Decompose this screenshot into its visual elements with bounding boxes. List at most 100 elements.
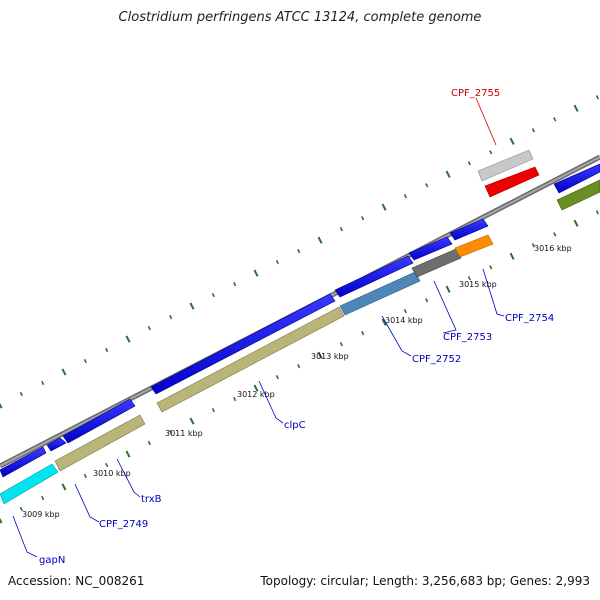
outer-features — [477, 149, 540, 198]
gene-label-cpf2755[interactable]: CPF_2755 — [451, 88, 500, 99]
tick-mark — [425, 298, 429, 303]
tick-mark — [41, 495, 45, 501]
gene-label-gapn[interactable]: gapN — [39, 555, 65, 566]
tick-mark — [361, 331, 365, 336]
tick-mark — [317, 236, 323, 244]
tick-mark — [489, 150, 493, 155]
tick-mark — [403, 309, 408, 314]
tick-mark — [553, 117, 557, 122]
kbp-label: 3015 kbp — [459, 280, 497, 289]
accession-text: Accession: NC_008261 — [8, 574, 145, 588]
gene-label-cpf2752[interactable]: CPF_2752 — [412, 354, 461, 365]
tick-mark — [233, 396, 237, 402]
leader-cpf2752 — [381, 315, 412, 357]
tick-mark — [339, 342, 344, 347]
feature-track — [0, 179, 600, 505]
feature-cpf2755-gray[interactable] — [477, 149, 534, 182]
tick-mark — [595, 95, 600, 100]
tick-mark — [19, 506, 24, 512]
tick-mark — [41, 380, 45, 386]
tick-mark — [169, 314, 173, 320]
kbp-label: 3012 kbp — [237, 390, 275, 399]
feature-trxb[interactable] — [54, 414, 146, 472]
leader-cpf2749 — [74, 483, 100, 523]
gene-label-leaders — [12, 97, 505, 558]
tick-mark — [573, 104, 579, 112]
feature-cpf2755-red[interactable] — [484, 166, 540, 198]
tick-mark — [125, 450, 131, 458]
gene-label-trxb[interactable]: trxB — [141, 494, 162, 505]
tick-mark — [61, 368, 67, 376]
tick-mark — [275, 260, 280, 265]
genome-summary-text: Topology: circular; Length: 3,256,683 bp… — [260, 574, 590, 588]
tick-mark — [467, 161, 472, 166]
forward-strand-genes — [0, 163, 600, 478]
tick-mark — [0, 517, 3, 524]
tick-marks — [0, 95, 600, 524]
tick-mark — [425, 183, 429, 188]
tick-mark — [19, 391, 24, 397]
gene-arrow[interactable] — [408, 236, 453, 261]
tick-mark — [445, 285, 451, 293]
feature-cpf2753[interactable] — [411, 248, 462, 278]
tick-mark — [253, 384, 259, 392]
tick-mark — [211, 407, 216, 413]
tick-mark — [361, 216, 365, 221]
gene-label-cpf2753[interactable]: CPF_2753 — [443, 332, 492, 343]
genome-title: Clostridium perfringens ATCC 13124, comp… — [118, 10, 482, 25]
tick-mark — [381, 203, 387, 211]
kbp-label: 3014 kbp — [385, 316, 423, 325]
tick-mark — [317, 351, 323, 359]
tick-mark — [531, 243, 536, 248]
gene-arrow[interactable] — [553, 163, 600, 194]
kbp-axis-labels: 3009 kbp 3010 kbp 3011 kbp 3012 kbp 3013… — [22, 244, 572, 519]
tick-mark — [189, 302, 195, 310]
leader-cpf2753 — [433, 280, 457, 334]
gene-arrow-clpc[interactable] — [150, 293, 336, 395]
tick-mark — [553, 232, 557, 237]
gene-arrow[interactable] — [62, 398, 136, 444]
gene-label-clpc[interactable]: clpC — [284, 420, 306, 431]
kbp-label: 3016 kbp — [534, 244, 572, 253]
feature-clpc[interactable] — [156, 306, 345, 413]
gene-label-cpf2754[interactable]: CPF_2754 — [505, 313, 554, 324]
gene-arrow[interactable] — [334, 255, 414, 298]
tick-mark — [531, 128, 536, 133]
feature-cpf2754[interactable] — [454, 234, 494, 258]
leader-cpf2754 — [482, 268, 505, 317]
feature-gapn[interactable] — [0, 463, 59, 505]
gene-label-cpf2749[interactable]: CPF_2749 — [99, 519, 148, 530]
tick-mark — [83, 473, 88, 479]
gene-arrow[interactable] — [449, 218, 489, 241]
tick-mark — [297, 249, 301, 254]
feature-cpf2752[interactable] — [339, 271, 421, 316]
tick-mark — [275, 375, 280, 380]
tick-mark — [403, 194, 408, 199]
gene-arrow[interactable] — [46, 437, 67, 452]
kbp-label: 3010 kbp — [93, 469, 131, 478]
tick-mark — [467, 276, 472, 281]
tick-mark — [509, 252, 515, 260]
tick-mark — [169, 429, 173, 435]
tick-mark — [573, 219, 579, 227]
tick-mark — [83, 358, 88, 364]
tick-mark — [381, 318, 387, 326]
kbp-label: 3013 kbp — [311, 352, 349, 361]
gene-labels: gapN CPF_2749 trxB clpC CPF_2752 CPF_275… — [39, 88, 554, 566]
gene-arrow[interactable] — [0, 446, 47, 478]
tick-mark — [105, 462, 109, 468]
tick-mark — [509, 137, 515, 145]
tick-mark — [61, 483, 67, 491]
leader-cpf2755 — [475, 97, 497, 146]
tick-mark — [189, 417, 195, 425]
tick-mark — [233, 281, 237, 287]
tick-mark — [211, 292, 216, 298]
tick-mark — [147, 440, 152, 446]
tick-mark — [595, 210, 600, 215]
tick-mark — [125, 335, 131, 343]
leader-trxb — [116, 458, 141, 498]
feature-green[interactable] — [556, 179, 600, 211]
kbp-label: 3011 kbp — [165, 429, 203, 438]
tick-mark — [339, 227, 344, 232]
